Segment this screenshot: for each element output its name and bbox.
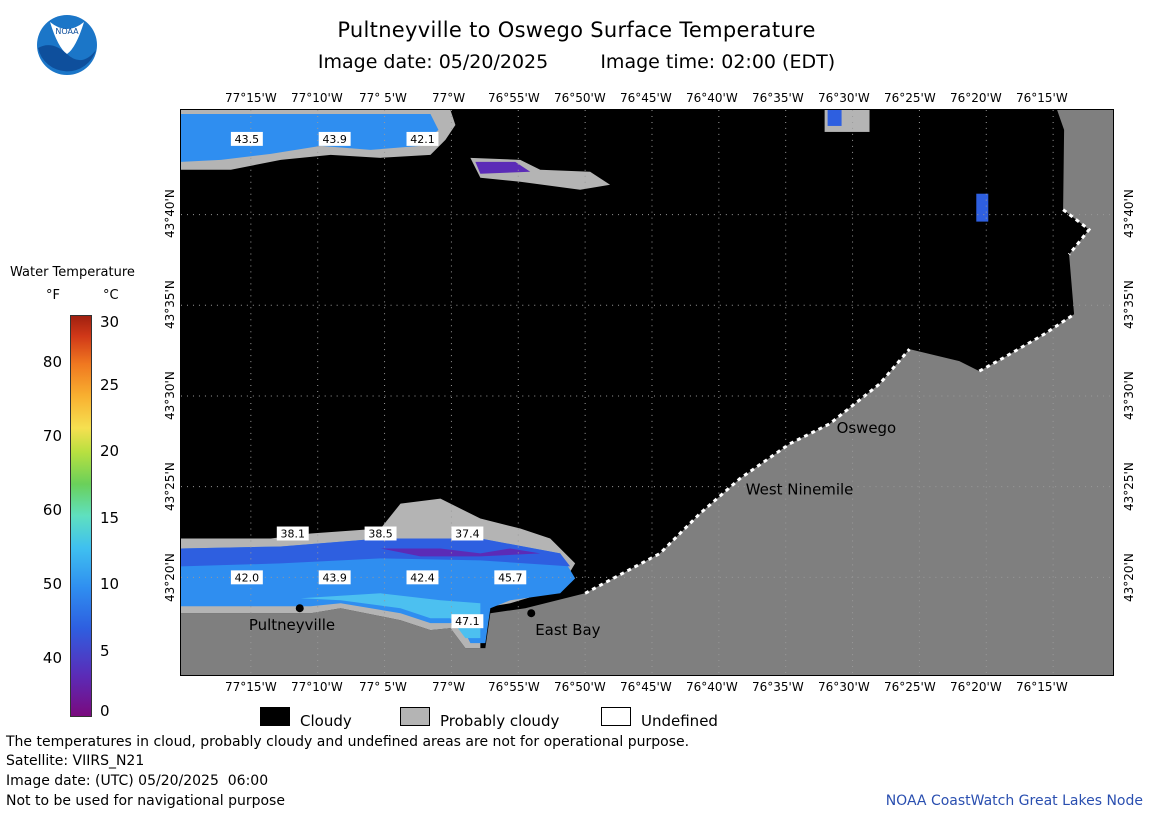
map-title: Pultneyville to Oswego Surface Temperatu…: [337, 18, 816, 42]
image-time: Image time: 02:00 (EDT): [600, 51, 836, 73]
place-label: Oswego: [837, 419, 897, 437]
footer-disclaimer: The temperatures in cloud, probably clou…: [6, 734, 690, 750]
water-north-cold: [475, 161, 531, 174]
lon-bottom-label: 76°25'W: [884, 680, 936, 694]
temp-label: 45.7: [498, 571, 522, 584]
lon-top-label: 76°30'W: [818, 91, 870, 105]
place-label: West Ninemile: [746, 481, 854, 499]
lon-bottom-label: 77°W: [432, 680, 466, 694]
noaa-logo: NOAA: [37, 15, 97, 75]
east-bay-marker: [527, 609, 536, 618]
legend-tick-f: 70: [42, 427, 62, 445]
lon-bottom-label: 76°35'W: [752, 680, 804, 694]
lat-right-label: 43°35'N: [1122, 280, 1136, 329]
temp-label: 43.9: [322, 571, 346, 584]
legend-tick-c: 5: [100, 642, 110, 660]
water-south-cold: [181, 538, 571, 567]
water-patch: [976, 193, 989, 222]
pultneyville-marker: [295, 604, 304, 613]
lon-bottom-label: 76°45'W: [620, 680, 672, 694]
lon-top-label: 76°25'W: [884, 91, 936, 105]
legend-tick-f: 40: [42, 649, 62, 667]
legend-tick-c: 0: [100, 702, 110, 720]
footer-satellite: Satellite: VIIRS_N21: [6, 753, 145, 769]
lon-top-label: 77°15'W: [225, 91, 277, 105]
legend-tick-f: 80: [42, 353, 62, 371]
temp-label: 37.4: [455, 527, 479, 540]
temperature-map[interactable]: 43.5 43.9 42.1 38.1 38.5 37.4 42.0 43.9 …: [180, 109, 1114, 676]
undefined-shoreline: [584, 348, 911, 595]
lat-left-label: 43°35'N: [163, 280, 177, 329]
temp-label: 43.9: [322, 133, 346, 146]
temp-label: 47.1: [455, 615, 479, 628]
temp-label: 43.5: [235, 133, 259, 146]
water-south-warm: [300, 593, 481, 639]
undefined-shoreline: [1062, 208, 1092, 256]
lat-right-label: 43°30'N: [1122, 371, 1136, 420]
water-south-coldest: [380, 548, 541, 557]
place-label: Pultneyville: [249, 616, 335, 634]
key-probably-cloudy-label: Probably cloudy: [440, 712, 560, 730]
temp-label: 42.4: [410, 571, 434, 584]
lon-top-label: 77°10'W: [291, 91, 343, 105]
key-cloudy-swatch: [260, 707, 290, 726]
lon-bottom-label: 76°50'W: [554, 680, 606, 694]
lat-right-label: 43°20'N: [1122, 553, 1136, 602]
temp-label: 42.0: [235, 571, 259, 584]
water-patch: [827, 110, 842, 126]
lon-top-label: 76°20'W: [950, 91, 1002, 105]
noaa-logo-text: NOAA: [55, 27, 79, 36]
lon-top-label: 77° 5'W: [359, 91, 407, 105]
key-undefined-label: Undefined: [641, 712, 718, 730]
footer-credit: NOAA CoastWatch Great Lakes Node: [885, 793, 1143, 809]
legend-tick-f: 60: [42, 501, 62, 519]
legend-tick-c: 25: [100, 376, 120, 394]
lon-top-label: 77°W: [432, 91, 466, 105]
lon-bottom-label: 76°40'W: [686, 680, 738, 694]
map-subtitle: Image date: 05/20/2025 Image time: 02:00…: [0, 51, 1153, 73]
image-date: Image date: 05/20/2025: [317, 51, 549, 73]
legend-tick-f: 50: [42, 575, 62, 593]
lon-top-label: 76°35'W: [752, 91, 804, 105]
lat-left-label: 43°30'N: [163, 371, 177, 420]
land-area: [181, 110, 1113, 675]
legend-tick-c: 15: [100, 509, 120, 527]
footer-utc: Image date: (UTC) 05/20/2025 06:00: [6, 773, 269, 789]
legend-tick-c: 20: [100, 442, 120, 460]
lon-bottom-label: 77° 5'W: [359, 680, 407, 694]
lon-top-label: 76°15'W: [1016, 91, 1068, 105]
footer-nav: Not to be used for navigational purpose: [6, 793, 285, 809]
temp-label: 38.5: [368, 527, 392, 540]
lon-top-label: 76°55'W: [488, 91, 540, 105]
lon-bottom-label: 76°30'W: [818, 680, 870, 694]
legend-tick-c: 30: [100, 313, 120, 331]
temp-label: 38.1: [281, 527, 305, 540]
legend-unit-c: °C: [103, 288, 119, 303]
undefined-shoreline: [978, 313, 1075, 373]
legend-title: Water Temperature: [10, 265, 135, 280]
lon-top-label: 76°40'W: [686, 91, 738, 105]
lon-bottom-label: 77°15'W: [225, 680, 277, 694]
legend-tick-c: 10: [100, 575, 120, 593]
key-cloudy-label: Cloudy: [300, 712, 352, 730]
lon-top-label: 76°45'W: [620, 91, 672, 105]
temperature-colorbar: [70, 315, 92, 717]
lat-right-label: 43°40'N: [1122, 189, 1136, 238]
lat-right-label: 43°25'N: [1122, 462, 1136, 511]
lon-bottom-label: 77°10'W: [291, 680, 343, 694]
place-label: East Bay: [535, 621, 600, 639]
lat-left-label: 43°25'N: [163, 462, 177, 511]
lat-left-label: 43°20'N: [163, 553, 177, 602]
legend-unit-f: °F: [46, 288, 60, 303]
key-undefined-swatch: [601, 707, 631, 726]
lon-bottom-label: 76°20'W: [950, 680, 1002, 694]
lon-bottom-label: 76°55'W: [488, 680, 540, 694]
key-probably-cloudy-swatch: [400, 707, 430, 726]
lat-left-label: 43°40'N: [163, 189, 177, 238]
lon-top-label: 76°50'W: [554, 91, 606, 105]
lon-bottom-label: 76°15'W: [1016, 680, 1068, 694]
water-north: [181, 113, 439, 162]
temp-label: 42.1: [410, 133, 434, 146]
